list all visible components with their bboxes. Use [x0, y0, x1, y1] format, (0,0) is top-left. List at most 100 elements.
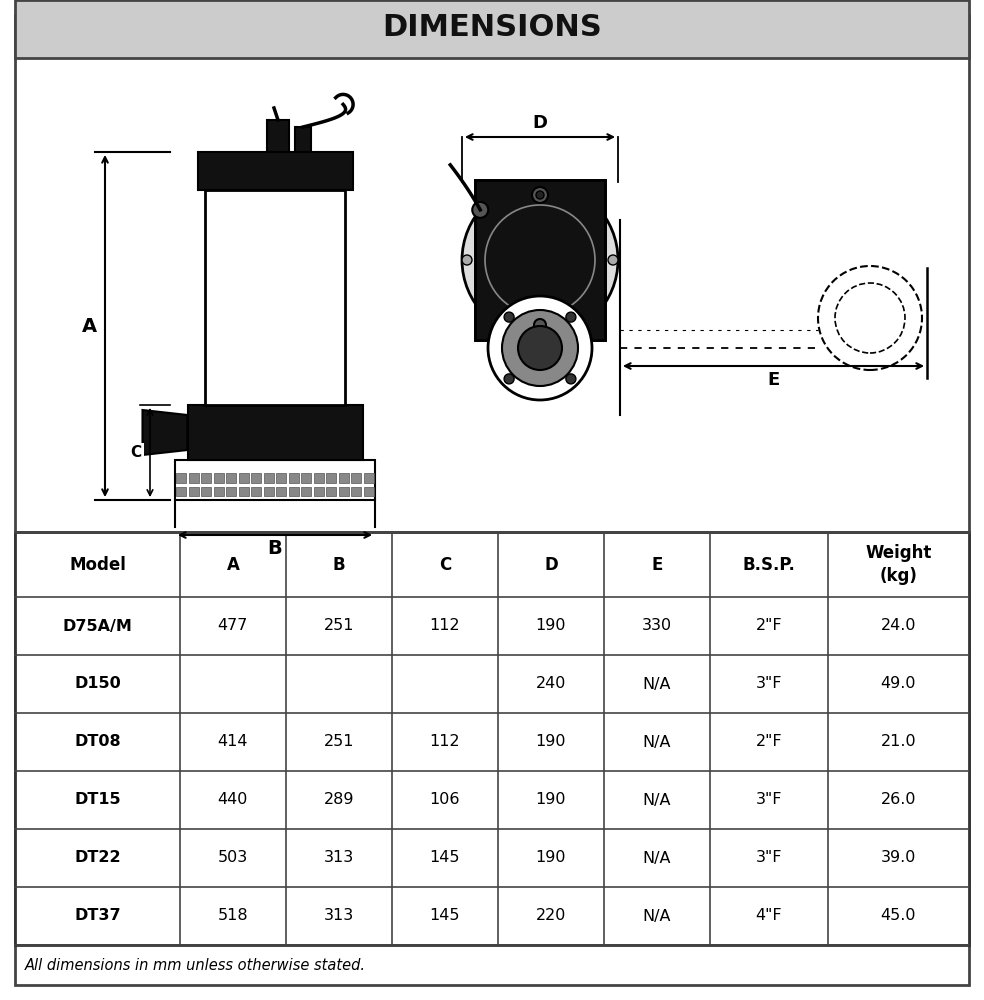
Text: C: C — [131, 445, 142, 460]
Bar — [327, 487, 337, 496]
Circle shape — [462, 182, 618, 338]
Text: 145: 145 — [430, 908, 461, 924]
Bar — [338, 487, 348, 496]
Text: 4"F: 4"F — [756, 908, 782, 924]
Text: 106: 106 — [430, 792, 461, 808]
Text: All dimensions in mm unless otherwise stated.: All dimensions in mm unless otherwise st… — [25, 958, 366, 972]
Text: DT22: DT22 — [74, 850, 121, 865]
Text: 112: 112 — [430, 734, 461, 750]
Bar — [264, 487, 274, 496]
Bar — [251, 487, 261, 496]
Bar — [364, 473, 374, 483]
Bar — [288, 487, 299, 496]
Text: Model: Model — [69, 556, 126, 574]
Bar — [202, 487, 212, 496]
Text: 26.0: 26.0 — [881, 792, 916, 808]
Text: Weight
(kg): Weight (kg) — [865, 544, 932, 585]
Text: D150: D150 — [74, 676, 121, 692]
Text: 3"F: 3"F — [756, 792, 782, 808]
Polygon shape — [143, 410, 188, 455]
Text: 313: 313 — [324, 850, 354, 865]
Bar — [15, 532, 969, 945]
Bar — [295, 127, 311, 152]
Text: 190: 190 — [535, 734, 566, 750]
Text: 289: 289 — [324, 792, 354, 808]
Text: B: B — [268, 540, 282, 558]
Circle shape — [566, 374, 576, 384]
Text: DT37: DT37 — [74, 908, 121, 924]
Text: 24.0: 24.0 — [881, 618, 916, 634]
Circle shape — [536, 191, 544, 199]
Bar — [15, 0, 969, 58]
Bar — [288, 473, 299, 483]
Bar — [205, 190, 345, 405]
Text: 220: 220 — [535, 908, 566, 924]
Text: N/A: N/A — [643, 676, 671, 692]
Text: 313: 313 — [324, 908, 354, 924]
Text: 2"F: 2"F — [756, 734, 782, 750]
Text: D: D — [532, 114, 547, 132]
Circle shape — [504, 374, 514, 384]
Bar — [264, 473, 274, 483]
Text: E: E — [768, 371, 779, 389]
Text: 45.0: 45.0 — [881, 908, 916, 924]
Text: 190: 190 — [535, 618, 566, 634]
Bar — [475, 180, 605, 340]
Circle shape — [504, 312, 514, 322]
Bar — [338, 473, 348, 483]
Text: 503: 503 — [217, 850, 248, 865]
Text: DIMENSIONS: DIMENSIONS — [382, 13, 602, 42]
Text: 112: 112 — [430, 618, 461, 634]
Bar — [301, 487, 311, 496]
Text: 330: 330 — [642, 618, 672, 634]
Bar — [214, 487, 223, 496]
Bar — [475, 180, 605, 340]
Text: D: D — [544, 556, 558, 574]
Circle shape — [532, 187, 548, 203]
Bar — [239, 487, 249, 496]
Bar — [239, 473, 249, 483]
Circle shape — [608, 255, 618, 265]
Text: B: B — [333, 556, 345, 574]
Text: 518: 518 — [217, 908, 248, 924]
Bar — [226, 487, 236, 496]
Bar — [189, 487, 199, 496]
Text: 251: 251 — [324, 734, 354, 750]
Text: N/A: N/A — [643, 734, 671, 750]
Text: A: A — [226, 556, 239, 574]
Text: 3"F: 3"F — [756, 676, 782, 692]
Text: 190: 190 — [535, 850, 566, 865]
Bar — [176, 487, 186, 496]
Bar — [189, 473, 199, 483]
Bar — [351, 473, 361, 483]
Bar — [314, 473, 324, 483]
Bar — [188, 405, 362, 460]
Text: A: A — [82, 316, 96, 336]
Bar — [202, 473, 212, 483]
Bar — [176, 473, 186, 483]
Bar — [251, 473, 261, 483]
Bar — [301, 473, 311, 483]
Text: N/A: N/A — [643, 908, 671, 924]
Bar — [267, 120, 289, 152]
Bar — [226, 473, 236, 483]
Text: 240: 240 — [535, 676, 566, 692]
Text: C: C — [439, 556, 451, 574]
Bar — [277, 487, 286, 496]
Text: 414: 414 — [217, 734, 248, 750]
Text: N/A: N/A — [643, 850, 671, 865]
Bar — [15, 0, 969, 58]
Text: 39.0: 39.0 — [881, 850, 916, 865]
Text: B.S.P.: B.S.P. — [742, 556, 795, 574]
Bar — [214, 473, 223, 483]
Circle shape — [534, 319, 546, 331]
Text: DT08: DT08 — [74, 734, 121, 750]
Text: 49.0: 49.0 — [881, 676, 916, 692]
Bar — [327, 473, 337, 483]
Text: N/A: N/A — [643, 792, 671, 808]
Bar — [364, 487, 374, 496]
Text: D75A/M: D75A/M — [63, 618, 133, 634]
Bar — [351, 487, 361, 496]
Text: 190: 190 — [535, 792, 566, 808]
Circle shape — [518, 326, 562, 370]
